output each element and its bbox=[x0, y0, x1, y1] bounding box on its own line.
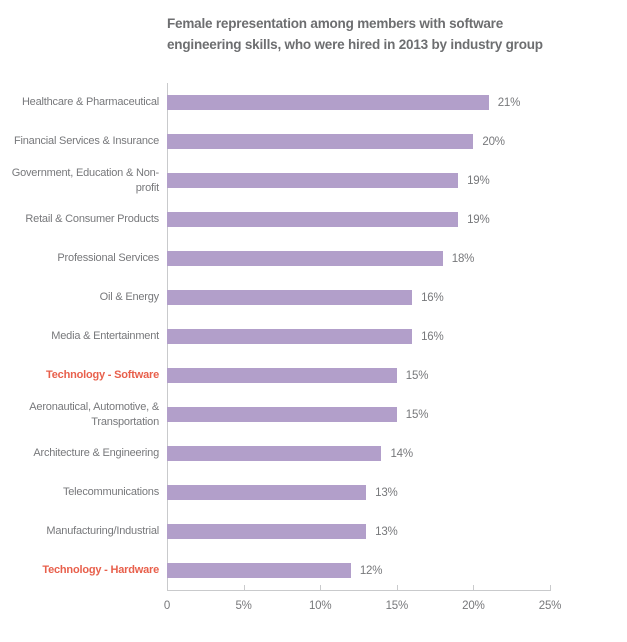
category-label: Media & Entertainment bbox=[51, 330, 159, 343]
chart-title: Female representation among members with… bbox=[167, 16, 543, 52]
category-label: Retail & Consumer Products bbox=[25, 213, 159, 226]
chart-row: Technology - Hardware 12% bbox=[0, 551, 627, 590]
bar bbox=[167, 329, 413, 344]
value-label: 12% bbox=[359, 564, 383, 577]
x-tick-label: 20% bbox=[462, 600, 485, 612]
chart-row: Government, Education & Non-profit 19% bbox=[0, 161, 627, 200]
bar bbox=[167, 368, 397, 383]
value-label: 15% bbox=[405, 369, 429, 382]
bar bbox=[167, 251, 443, 266]
category-label: Healthcare & Pharmaceutical bbox=[21, 96, 159, 109]
x-axis-line bbox=[167, 590, 551, 591]
value-label: 19% bbox=[467, 174, 490, 187]
x-tick-mark bbox=[396, 585, 398, 590]
bar-track: 20% bbox=[167, 122, 627, 161]
category-label: Manufacturing/Industrial bbox=[46, 525, 159, 538]
chart-row: Telecommunications 13% bbox=[0, 473, 627, 512]
value-label: 19% bbox=[467, 213, 490, 226]
bar-track: 12% bbox=[167, 551, 627, 590]
category-label: Professional Services bbox=[57, 252, 159, 265]
category-label: Oil & Energy bbox=[99, 291, 160, 304]
chart-row: Professional Services 18% bbox=[0, 239, 627, 278]
value-label: 18% bbox=[451, 252, 475, 265]
value-label: 13% bbox=[375, 525, 398, 538]
bar-track: 13% bbox=[167, 473, 627, 512]
category-label: Architecture & Engineering bbox=[33, 447, 159, 460]
bar bbox=[167, 524, 367, 539]
bar bbox=[167, 173, 459, 188]
bar bbox=[167, 563, 351, 578]
bar-track: 15% bbox=[167, 395, 627, 434]
bar-track: 19% bbox=[167, 161, 627, 200]
bar bbox=[167, 212, 459, 227]
category-label: Government, Education & Non-profit bbox=[11, 166, 159, 194]
value-label: 16% bbox=[421, 291, 444, 304]
value-label: 14% bbox=[390, 447, 413, 460]
bar-track: 18% bbox=[167, 239, 627, 278]
bar-track: 21% bbox=[167, 83, 627, 122]
category-label: Technology - Software bbox=[46, 369, 159, 382]
chart-row: Oil & Energy 16% bbox=[0, 278, 627, 317]
category-label: Technology - Hardware bbox=[42, 564, 159, 577]
x-tick-label: 15% bbox=[385, 600, 409, 612]
x-tick-label: 25% bbox=[538, 600, 562, 612]
value-label: 13% bbox=[375, 486, 398, 499]
chart-row: Manufacturing/Industrial 13% bbox=[0, 512, 627, 551]
x-tick-label: 10% bbox=[308, 600, 332, 612]
bar bbox=[167, 485, 367, 500]
bar-track: 15% bbox=[167, 356, 627, 395]
chart-row: Retail & Consumer Products 19% bbox=[0, 200, 627, 239]
chart-row: Financial Services & Insurance 20% bbox=[0, 122, 627, 161]
x-tick-mark bbox=[320, 585, 322, 590]
category-label: Aeronautical, Automotive, & Transportati… bbox=[29, 400, 159, 428]
value-label: 21% bbox=[497, 96, 521, 109]
bar bbox=[167, 407, 397, 422]
x-tick-label: 5% bbox=[235, 600, 252, 612]
bar-track: 13% bbox=[167, 512, 627, 551]
bar-track: 16% bbox=[167, 278, 627, 317]
bar-track: 14% bbox=[167, 434, 627, 473]
bar bbox=[167, 446, 382, 461]
category-label: Financial Services & Insurance bbox=[13, 135, 159, 148]
category-label: Telecommunications bbox=[62, 486, 159, 499]
chart-row: Media & Entertainment 16% bbox=[0, 317, 627, 356]
bar bbox=[167, 290, 413, 305]
bar-chart: Healthcare & Pharmaceutical 21% Financial … bbox=[0, 83, 627, 590]
bar bbox=[167, 134, 474, 149]
value-label: 15% bbox=[405, 408, 429, 421]
chart-row: Technology - Software 15% bbox=[0, 356, 627, 395]
value-label: 20% bbox=[482, 135, 505, 148]
value-label: 16% bbox=[421, 330, 444, 343]
x-tick-mark bbox=[473, 585, 475, 590]
bar-track: 16% bbox=[167, 317, 627, 356]
chart-row: Architecture & Engineering 14% bbox=[0, 434, 627, 473]
bar bbox=[167, 95, 489, 110]
chart-row: Healthcare & Pharmaceutical 21% bbox=[0, 83, 627, 122]
x-tick-mark bbox=[243, 585, 245, 590]
bar-track: 19% bbox=[167, 200, 627, 239]
chart-row: Aeronautical, Automotive, & Transportati… bbox=[0, 395, 627, 434]
x-tick-mark bbox=[550, 585, 551, 590]
x-tick-label: 0 bbox=[163, 600, 171, 612]
